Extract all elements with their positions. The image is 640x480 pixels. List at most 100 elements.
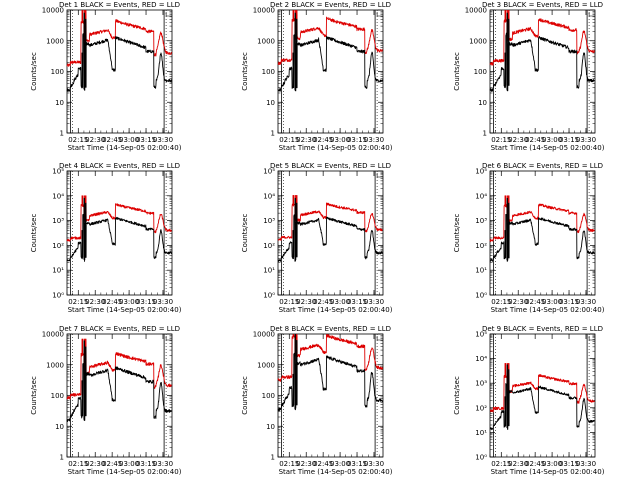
y-tick-label: 10⁵ — [475, 168, 487, 176]
x-tick-label: 02:15 — [279, 136, 299, 144]
x-tick-label: 02:45 — [313, 136, 333, 144]
chart-title: Det 9 BLACK = Events, RED = LLD — [482, 325, 603, 333]
time-marker-bracket — [588, 173, 596, 178]
series-line-events — [277, 197, 383, 262]
x-axis-label: Start Time (14-Sep-05 02:00:40) — [68, 144, 182, 152]
chart-panel-det-4: Det 4 BLACK = Events, RED = LLD 10⁰ 10¹ 10²… — [30, 162, 182, 314]
x-tick-label: 03:15 — [347, 298, 367, 306]
time-marker-bracket — [165, 336, 173, 341]
y-axis-label: Counts/sec — [241, 214, 249, 253]
y-tick-label: 1000 — [469, 37, 487, 45]
y-tick-label: 10¹ — [52, 267, 64, 275]
x-axis-label: Start Time (14-Sep-05 02:00:40) — [279, 306, 393, 314]
y-tick-label: 100 — [262, 68, 275, 76]
chart-title: Det 1 BLACK = Events, RED = LLD — [59, 1, 180, 9]
x-tick-label: 02:45 — [525, 460, 545, 468]
x-tick-label: 03:30 — [364, 460, 384, 468]
x-tick-label: 02:30 — [85, 460, 105, 468]
x-tick-label: 02:45 — [313, 460, 333, 468]
x-axis-label: Start Time (14-Sep-05 02:00:40) — [491, 306, 605, 314]
y-tick-label: 10000 — [253, 331, 275, 339]
y-tick-label: 100 — [51, 392, 64, 400]
y-tick-label: 10⁴ — [52, 192, 64, 200]
y-tick-label: 1 — [271, 454, 275, 462]
y-tick-label: 10⁰ — [475, 454, 487, 462]
x-tick-label: 03:15 — [136, 136, 156, 144]
chart-panel-det-9: Det 9 BLACK = Events, RED = LLD 10⁰ 10¹ 10²… — [453, 325, 605, 476]
y-tick-label: 100 — [474, 68, 487, 76]
x-tick-label: 03:00 — [119, 136, 139, 144]
y-tick-label: 10² — [475, 242, 487, 250]
x-tick-label: 02:30 — [296, 460, 316, 468]
y-tick-label: 10 — [55, 423, 64, 431]
x-tick-label: 02:30 — [508, 298, 528, 306]
x-axis-label: Start Time (14-Sep-05 02:00:40) — [491, 144, 605, 152]
chart-title: Det 3 BLACK = Events, RED = LLD — [482, 1, 603, 9]
y-tick-label: 10⁵ — [52, 168, 64, 176]
axes-frame — [277, 170, 384, 296]
chart-panel-det-8: Det 8 BLACK = Events, RED = LLD 1 10 100 100… — [241, 325, 393, 476]
axes-frame — [66, 170, 173, 296]
x-tick-label: 02:30 — [85, 136, 105, 144]
y-tick-label: 100 — [51, 68, 64, 76]
chart-panel-det-1: Det 1 BLACK = Events, RED = LLD 1 10 100 100… — [30, 1, 182, 152]
x-tick-label: 03:15 — [347, 136, 367, 144]
y-tick-label: 10⁴ — [475, 355, 487, 363]
x-tick-label: 02:15 — [68, 136, 88, 144]
y-tick-label: 10 — [55, 99, 64, 107]
x-tick-label: 03:15 — [559, 136, 579, 144]
chart-title: Det 5 BLACK = Events, RED = LLD — [270, 162, 391, 170]
y-tick-label: 10¹ — [263, 267, 275, 275]
y-tick-label: 10000 — [42, 331, 64, 339]
series-line-events — [277, 334, 383, 412]
y-tick-label: 10⁵ — [475, 331, 487, 339]
series-line-events — [66, 12, 172, 92]
x-axis-label: Start Time (14-Sep-05 02:00:40) — [279, 144, 393, 152]
x-tick-label: 02:15 — [491, 298, 511, 306]
y-tick-label: 10⁰ — [263, 292, 275, 300]
x-tick-label: 02:30 — [296, 136, 316, 144]
x-tick-label: 02:15 — [68, 298, 88, 306]
y-tick-label: 10⁴ — [475, 192, 487, 200]
y-tick-label: 1000 — [257, 361, 275, 369]
x-tick-label: 02:45 — [102, 136, 122, 144]
axes-frame — [489, 333, 596, 458]
y-tick-label: 10³ — [475, 380, 487, 388]
y-tick-label: 10000 — [465, 7, 487, 15]
x-axis-label: Start Time (14-Sep-05 02:00:40) — [68, 468, 182, 476]
y-tick-label: 10 — [266, 423, 275, 431]
x-tick-label: 03:30 — [576, 298, 596, 306]
series-line-events — [277, 12, 383, 92]
y-tick-label: 10¹ — [475, 267, 487, 275]
time-marker-bracket — [588, 12, 596, 17]
x-tick-label: 03:00 — [119, 298, 139, 306]
x-tick-label: 03:00 — [542, 460, 562, 468]
chart-panel-det-6: Det 6 BLACK = Events, RED = LLD 10⁰ 10¹ 10²… — [453, 162, 605, 314]
x-axis-label: Start Time (14-Sep-05 02:00:40) — [68, 306, 182, 314]
y-tick-label: 10 — [478, 99, 487, 107]
time-marker-bracket — [165, 173, 173, 178]
time-marker-bracket — [588, 336, 596, 341]
x-tick-label: 03:30 — [153, 136, 173, 144]
x-tick-label: 02:45 — [102, 460, 122, 468]
time-marker-bracket — [376, 12, 384, 17]
x-tick-label: 03:15 — [559, 460, 579, 468]
y-tick-label: 10⁵ — [263, 168, 275, 176]
x-tick-label: 02:45 — [525, 298, 545, 306]
x-tick-label: 02:45 — [525, 136, 545, 144]
series-line-events — [489, 197, 595, 262]
y-tick-label: 10 — [266, 99, 275, 107]
y-axis-label: Counts/sec — [30, 52, 38, 91]
chart-title: Det 2 BLACK = Events, RED = LLD — [270, 1, 391, 9]
x-tick-label: 02:45 — [313, 298, 333, 306]
x-tick-label: 03:00 — [542, 298, 562, 306]
time-marker-bracket — [376, 173, 384, 178]
y-tick-label: 10² — [475, 404, 487, 412]
axes-frame — [489, 170, 596, 296]
x-tick-label: 03:30 — [576, 136, 596, 144]
x-tick-label: 03:30 — [153, 298, 173, 306]
y-tick-label: 1 — [60, 454, 64, 462]
x-tick-label: 03:00 — [330, 460, 350, 468]
x-tick-label: 02:30 — [508, 136, 528, 144]
x-tick-label: 02:15 — [279, 460, 299, 468]
